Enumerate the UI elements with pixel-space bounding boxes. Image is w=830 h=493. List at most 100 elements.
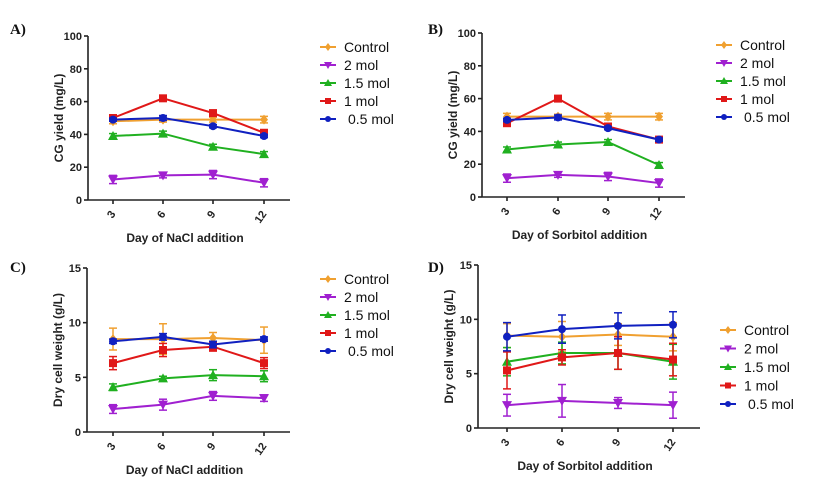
data-point — [553, 139, 563, 149]
data-point — [108, 131, 118, 141]
data-point — [260, 114, 268, 125]
series-2-mol — [502, 383, 678, 419]
legend-label: Control — [740, 37, 785, 53]
y-tick-label: 0 — [470, 192, 476, 204]
series-line — [112, 97, 265, 134]
y-tick-label: 15 — [460, 260, 472, 272]
legend-label: 2 mol — [344, 289, 378, 305]
data-point — [158, 171, 168, 181]
data-point — [109, 115, 117, 124]
series-0_5-mol — [109, 332, 268, 349]
legend-marker — [324, 311, 332, 318]
data-point — [259, 394, 269, 404]
legend-marker — [325, 275, 331, 283]
data-point — [208, 170, 218, 180]
x-tick-label: 9 — [205, 209, 218, 221]
legend-marker — [721, 96, 727, 102]
legend-marker — [325, 330, 331, 336]
legend-label: 1.5 mol — [744, 359, 790, 375]
legend-marker — [325, 98, 331, 104]
legend-label: Control — [744, 322, 789, 338]
x-tick-label: 6 — [155, 441, 168, 453]
y-tick-label: 80 — [70, 64, 82, 76]
data-point — [614, 349, 622, 358]
legend: Control 2 mol 1.5 mol 1 mol 0.5 mol — [716, 37, 790, 125]
legend-marker — [721, 114, 727, 120]
legend-item: 2 mol — [716, 55, 774, 71]
data-point — [158, 128, 168, 138]
data-point — [554, 113, 562, 122]
data-point — [208, 370, 218, 380]
data-point — [669, 355, 677, 364]
y-axis-title: Dry cell weight (g/L) — [51, 293, 65, 407]
y-tick-label: 60 — [464, 94, 476, 106]
data-point — [654, 160, 664, 170]
y-tick-label: 60 — [70, 97, 82, 109]
data-point — [558, 325, 566, 334]
data-point — [159, 332, 167, 341]
data-point — [669, 320, 677, 329]
series-line — [506, 352, 674, 363]
data-point — [613, 399, 623, 409]
data-point — [159, 346, 167, 354]
y-axis-title: CG yield (mg/L) — [52, 74, 66, 163]
series-line — [112, 173, 265, 184]
legend-label: 1 mol — [344, 93, 378, 109]
data-point — [209, 332, 217, 343]
legend-label: Control — [344, 271, 389, 287]
legend-label: 2 mol — [744, 341, 778, 357]
data-point — [260, 132, 268, 141]
data-point — [503, 332, 511, 341]
legend-marker — [325, 43, 331, 51]
series-line — [112, 345, 265, 365]
series-line — [112, 394, 265, 411]
legend-marker — [720, 77, 728, 84]
legend-marker — [325, 348, 331, 354]
series-line — [506, 399, 674, 407]
legend: Control 2 mol 1.5 mol 1 mol 0.5 mol — [320, 271, 394, 359]
data-point — [260, 359, 268, 368]
legend-label: 1.5 mol — [740, 73, 786, 89]
data-point — [259, 371, 269, 381]
y-tick-label: 80 — [464, 61, 476, 73]
legend-item: 0.5 mol — [320, 111, 394, 127]
legend-marker — [725, 401, 731, 407]
x-tick-label: 3 — [499, 437, 512, 449]
y-tick-label: 0 — [466, 423, 472, 435]
legend-item: 2 mol — [320, 57, 378, 73]
legend-marker — [324, 79, 332, 86]
y-axis-title: CG yield (mg/L) — [446, 71, 460, 160]
x-tick-label: 9 — [205, 441, 218, 453]
series-Control — [109, 114, 268, 127]
x-axis-title: Day of NaCl addition — [126, 231, 243, 245]
series-1_5-mol — [108, 128, 269, 159]
legend-label: Control — [344, 39, 389, 55]
series-line — [112, 132, 265, 156]
chart-panel-d: D) 0 5 10 15 3 6 9 12 Day of Sorbitol addition Dry… — [428, 260, 794, 473]
series-0_5-mol — [503, 113, 663, 144]
legend-item: 1.5 mol — [320, 307, 390, 323]
legend-label: 0.5 mol — [748, 396, 794, 412]
y-tick-label: 5 — [75, 372, 81, 384]
x-tick-label: 12 — [648, 206, 665, 223]
legend-item: 0.5 mol — [720, 396, 794, 412]
series-0_5-mol — [109, 114, 268, 141]
data-point — [668, 401, 678, 411]
series-line — [506, 116, 660, 141]
data-point — [109, 359, 117, 368]
legend: Control 2 mol 1.5 mol 1 mol 0.5 mol — [320, 39, 394, 127]
y-tick-label: 20 — [464, 159, 476, 171]
data-point — [557, 396, 567, 406]
data-point — [503, 115, 511, 124]
data-point — [209, 109, 217, 118]
series-line — [506, 141, 660, 166]
data-point — [502, 174, 512, 184]
data-point — [655, 135, 663, 144]
data-point — [108, 175, 118, 185]
chart-panel-a: A) 0 20 40 60 80 100 3 6 9 12 Day of NaCl addition C… — [10, 22, 394, 245]
x-tick-label: 3 — [105, 441, 118, 453]
data-point — [553, 170, 563, 180]
legend-label: 1 mol — [740, 91, 774, 107]
panel-label: D) — [428, 260, 444, 276]
data-point — [502, 144, 512, 154]
